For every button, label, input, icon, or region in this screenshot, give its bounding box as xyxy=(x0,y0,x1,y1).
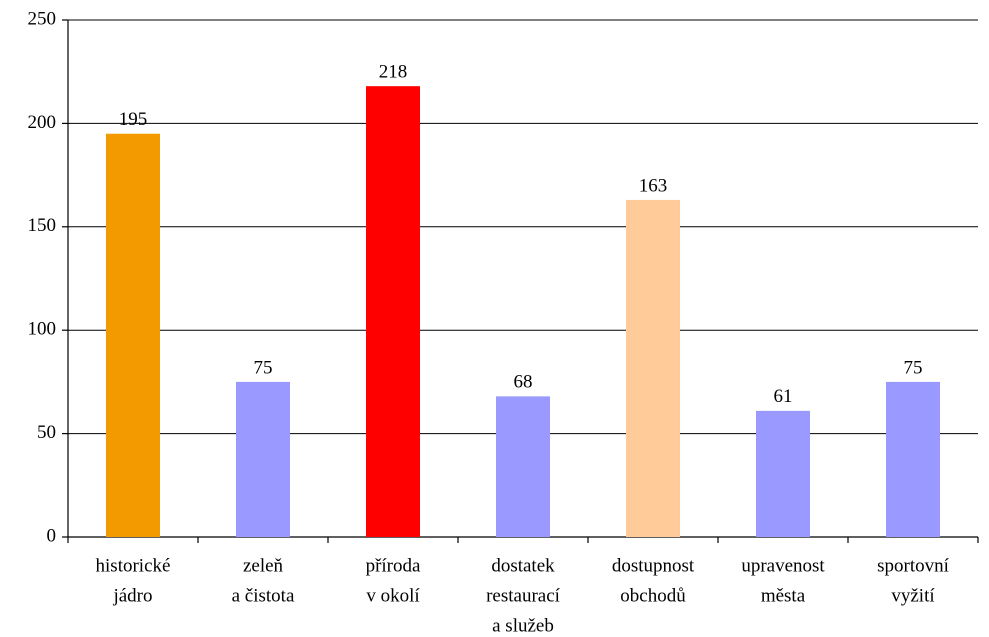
value-label: 75 xyxy=(254,357,273,378)
value-label: 75 xyxy=(904,357,923,378)
y-tick-label: 0 xyxy=(47,525,57,546)
x-tick-label: upravenost xyxy=(741,555,825,576)
x-tick-label: dostatek xyxy=(491,555,555,576)
bar xyxy=(106,133,160,538)
bar xyxy=(756,410,810,537)
x-tick-label: města xyxy=(761,585,806,606)
value-label: 195 xyxy=(119,109,148,130)
x-tick-label: obchodů xyxy=(620,585,686,606)
bar xyxy=(236,381,290,537)
x-tick-label: sportovní xyxy=(877,555,950,576)
bar xyxy=(496,396,550,537)
value-label: 163 xyxy=(639,175,668,196)
x-tick-label: historické xyxy=(96,555,171,576)
y-tick-label: 200 xyxy=(28,112,57,133)
x-tick-label: a služeb xyxy=(492,615,554,636)
y-tick-label: 100 xyxy=(28,319,57,340)
y-tick-label: 150 xyxy=(28,215,57,236)
value-label: 68 xyxy=(514,372,533,393)
value-label: 218 xyxy=(379,62,408,83)
bar xyxy=(626,199,680,537)
x-tick-label: zeleň xyxy=(243,555,284,576)
bar xyxy=(886,381,940,537)
y-tick-label: 50 xyxy=(37,422,56,443)
value-label: 61 xyxy=(774,386,793,407)
x-tick-label: a čistota xyxy=(232,585,295,606)
bar xyxy=(366,86,420,538)
x-tick-label: jádro xyxy=(112,585,152,606)
x-tick-label: dostupnost xyxy=(612,555,695,576)
y-tick-label: 250 xyxy=(28,8,57,29)
x-tick-label: v okolí xyxy=(366,585,420,606)
x-tick-label: příroda xyxy=(366,555,421,576)
x-tick-label: restaurací xyxy=(486,585,561,606)
x-tick-label: vyžití xyxy=(891,585,935,606)
